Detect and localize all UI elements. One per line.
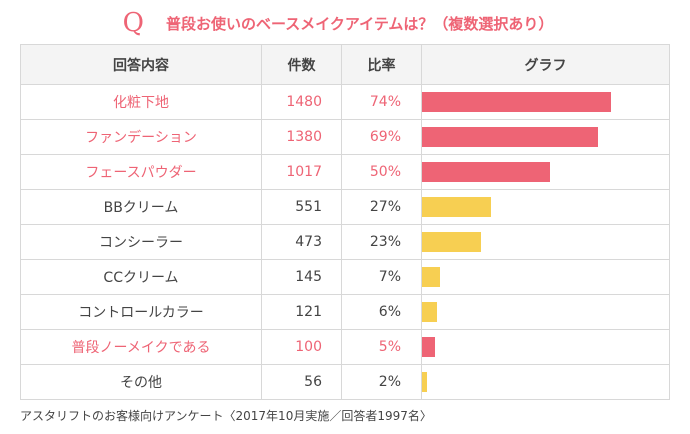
row-label: BBクリーム [20, 189, 262, 225]
row-percent: 69% [341, 119, 422, 155]
row-percent: 6% [341, 294, 422, 330]
bar [422, 372, 428, 392]
bar [422, 92, 611, 112]
row-label: その他 [20, 364, 262, 400]
row-label: ファンデーション [20, 119, 262, 155]
row-percent: 7% [341, 259, 422, 295]
bar-cell [421, 294, 670, 330]
bar-cell [421, 364, 670, 400]
row-percent: 23% [341, 224, 422, 260]
row-count: 1480 [261, 84, 342, 120]
header-graph: グラフ [421, 44, 670, 85]
q-mark: Q [122, 8, 144, 38]
bar [422, 127, 598, 147]
table-row: ファンデーション 1380 69% [20, 119, 670, 155]
bar [422, 337, 435, 357]
bar-cell [421, 84, 670, 120]
row-percent: 27% [341, 189, 422, 225]
row-label: コントロールカラー [20, 294, 262, 330]
bar [422, 162, 550, 182]
row-label: 化粧下地 [20, 84, 262, 120]
row-count: 56 [261, 364, 342, 400]
row-label: CCクリーム [20, 259, 262, 295]
table-row: BBクリーム 551 27% [20, 189, 670, 225]
row-count: 145 [261, 259, 342, 295]
bar [422, 232, 481, 252]
header-percent: 比率 [341, 44, 422, 85]
header-count: 件数 [261, 44, 342, 85]
table-row: その他 56 2% [20, 364, 670, 400]
bar [422, 267, 440, 287]
bar [422, 302, 438, 322]
row-label: フェースパウダー [20, 154, 262, 190]
results-table: 回答内容 件数 比率 グラフ 化粧下地 1480 74% ファンデーション 13… [20, 44, 670, 400]
row-count: 100 [261, 329, 342, 365]
table-row: 化粧下地 1480 74% [20, 84, 670, 120]
row-count: 121 [261, 294, 342, 330]
row-count: 1380 [261, 119, 342, 155]
row-count: 473 [261, 224, 342, 260]
row-count: 551 [261, 189, 342, 225]
bar-cell [421, 329, 670, 365]
bar-cell [421, 259, 670, 295]
header-answer: 回答内容 [20, 44, 262, 85]
row-percent: 74% [341, 84, 422, 120]
row-label: コンシーラー [20, 224, 262, 260]
question-text: 普段お使いのベースメイクアイテムは？（複数選択あり） [165, 14, 554, 33]
bar-cell [421, 224, 670, 260]
footnote: アスタリフトのお客様向けアンケート〈2017年10月実施／回答者1997名〉 [20, 409, 432, 423]
row-percent: 2% [341, 364, 422, 400]
question-title: Q 普段お使いのベースメイクアイテムは？（複数選択あり） [0, 8, 690, 38]
table-row: CCクリーム 145 7% [20, 259, 670, 295]
table-row: コンシーラー 473 23% [20, 224, 670, 260]
table-row: コントロールカラー 121 6% [20, 294, 670, 330]
row-percent: 50% [341, 154, 422, 190]
table-row: フェースパウダー 1017 50% [20, 154, 670, 190]
row-percent: 5% [341, 329, 422, 365]
row-count: 1017 [261, 154, 342, 190]
table-row: 普段ノーメイクである 100 5% [20, 329, 670, 365]
bar-cell [421, 119, 670, 155]
row-label: 普段ノーメイクである [20, 329, 262, 365]
bar-cell [421, 189, 670, 225]
bar [422, 197, 491, 217]
bar-cell [421, 154, 670, 190]
